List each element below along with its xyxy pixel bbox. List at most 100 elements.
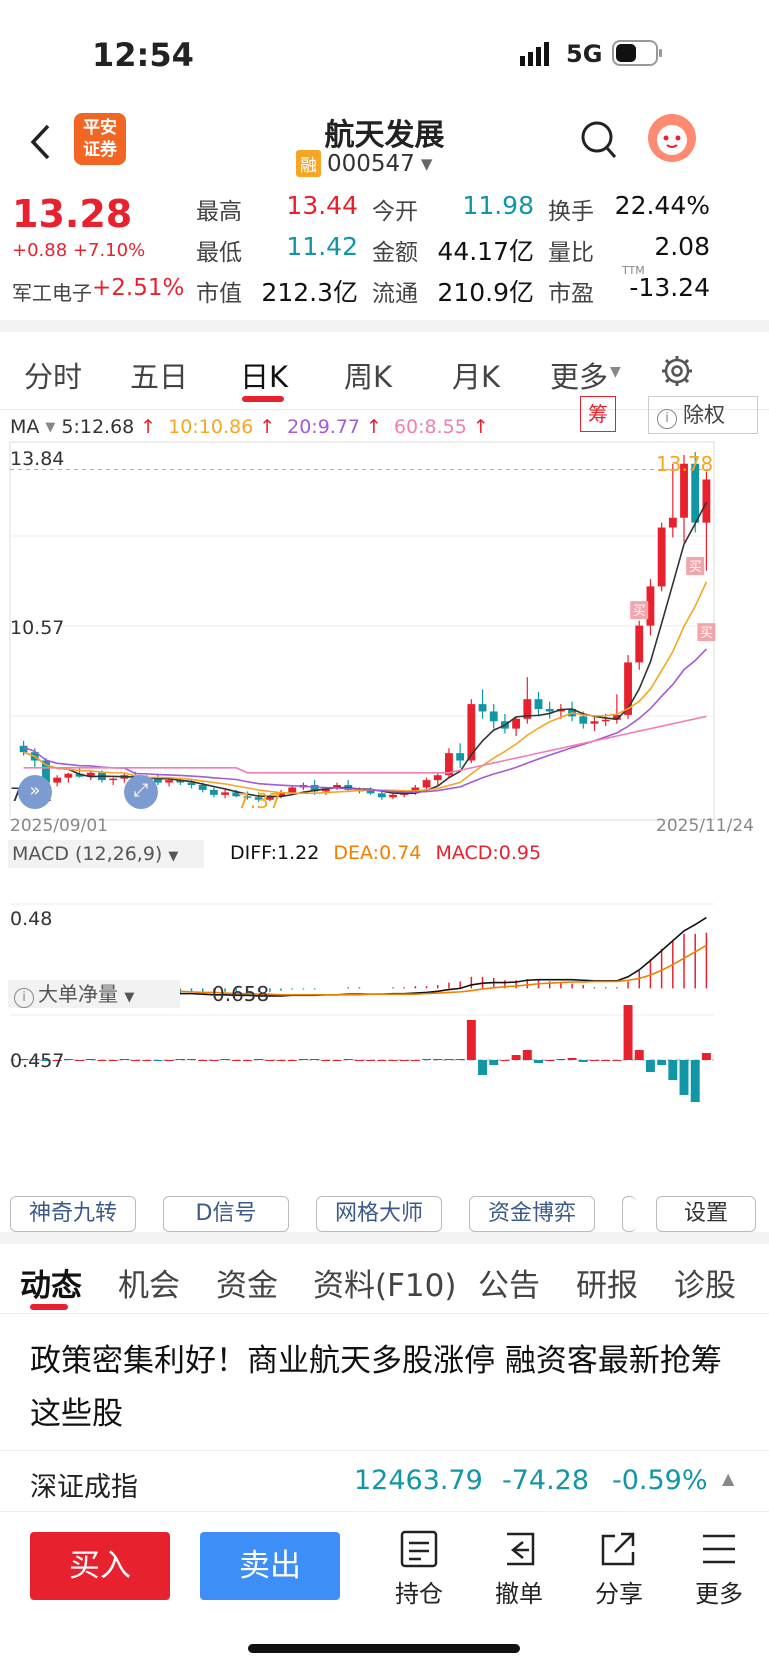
big-order-selector[interactable]: i 大单净量 ▼ xyxy=(8,980,180,1008)
tool-button-2[interactable]: 网格大师 xyxy=(316,1196,442,1232)
share-button[interactable]: 分享 xyxy=(574,1530,664,1609)
candle xyxy=(601,719,610,722)
chevron-up-icon[interactable]: ▲ xyxy=(722,1469,735,1488)
big-order-bar xyxy=(198,1060,208,1061)
undo-icon xyxy=(507,1532,535,1566)
news-tab-0[interactable]: 动态 xyxy=(20,1268,82,1304)
stock-code-selector[interactable]: 融 000547 ▼ xyxy=(296,150,432,177)
big-order-bar xyxy=(623,1005,633,1060)
candle xyxy=(209,789,218,795)
tool-button-partial[interactable] xyxy=(622,1196,636,1232)
chuquan-button[interactable]: i 除权 xyxy=(648,396,758,434)
positions-button[interactable]: 持仓 xyxy=(374,1530,464,1609)
expand-left-icon[interactable]: » xyxy=(18,775,52,809)
quote-field-label: 今开 xyxy=(372,199,418,225)
big-order-bar xyxy=(500,1060,510,1061)
big-order-bar xyxy=(433,1059,443,1060)
candle xyxy=(265,796,274,800)
big-order-bar xyxy=(175,1059,185,1060)
tab-1[interactable]: 五日 xyxy=(130,360,189,394)
big-order-bar xyxy=(578,1060,588,1062)
big-order-bar xyxy=(287,1060,297,1061)
tab-5[interactable]: 更多 xyxy=(550,360,609,394)
candle xyxy=(187,782,196,786)
quote-field-value: 212.3亿 xyxy=(261,278,358,307)
broker-logo[interactable]: 平安 证券 xyxy=(74,113,126,165)
macd-values: DIFF:1.22 DEA:0.74 MACD:0.95 xyxy=(230,842,542,864)
news-tab-3[interactable]: 资料(F10) xyxy=(313,1268,457,1304)
active-tab-indicator xyxy=(30,1304,68,1310)
big-order-bar xyxy=(242,1060,252,1061)
candle xyxy=(512,718,521,729)
ma60-line xyxy=(23,715,707,774)
ma20-value: 20:9.77 xyxy=(287,416,360,438)
kline-svg[interactable]: 买买买 xyxy=(0,440,769,1210)
sector-name[interactable]: 军工电子 xyxy=(12,281,92,305)
settings-icon[interactable] xyxy=(660,354,694,392)
fullscreen-icon[interactable]: ⤢ xyxy=(124,775,158,809)
big-order-bar xyxy=(220,1059,230,1060)
quote-field-value: 2.08 xyxy=(654,232,710,261)
share-icon xyxy=(601,1532,635,1566)
buy-tag-label: 买 xyxy=(633,604,646,619)
candle xyxy=(624,662,632,715)
y-axis-mid: 10.57 xyxy=(10,617,65,639)
news-tab-4[interactable]: 公告 xyxy=(478,1268,540,1304)
news-tab-6[interactable]: 诊股 xyxy=(674,1268,736,1304)
tab-3[interactable]: 周K xyxy=(344,360,393,394)
chou-button[interactable]: 筹 xyxy=(580,396,616,432)
tab-0[interactable]: 分时 xyxy=(24,360,83,394)
quote-field-label: 金额 xyxy=(372,240,418,266)
quote-field-value: 13.44 xyxy=(286,191,358,220)
y-axis-top: 13.84 xyxy=(10,448,65,470)
price-change: +0.88 +7.10% xyxy=(12,240,146,261)
network-label: 5G xyxy=(566,40,603,68)
news-tab-2[interactable]: 资金 xyxy=(216,1268,278,1304)
news-headline[interactable]: 政策密集利好！商业航天多股涨停 融资客最新抢筹这些股 xyxy=(30,1343,722,1432)
big-order-bar xyxy=(86,1059,96,1060)
quote-field-label: 最高 xyxy=(196,199,242,225)
assistant-avatar[interactable] xyxy=(648,114,696,162)
macd-selector[interactable]: MACD (12,26,9) ▼ xyxy=(8,840,204,868)
pe-ttm-label: TTM xyxy=(622,264,645,277)
candle xyxy=(243,796,252,798)
index-ticker[interactable]: 深证成指 12463.79 -74.28 -0.59% ▲ xyxy=(0,1450,769,1512)
signal-icon xyxy=(520,42,554,66)
quote-field-value: 210.9亿 xyxy=(437,278,534,307)
big-order-bar xyxy=(97,1060,107,1061)
big-order-bar xyxy=(41,1060,51,1061)
search-icon[interactable] xyxy=(580,120,618,164)
news-tab-1[interactable]: 机会 xyxy=(118,1268,180,1304)
quote-field-value: 44.17亿 xyxy=(437,237,534,266)
home-indicator xyxy=(248,1644,520,1653)
big-order-value: 0.658 xyxy=(212,982,270,1006)
candle xyxy=(254,797,263,800)
nav-bar: 平安 证券 航天发展 融 000547 ▼ xyxy=(0,110,769,192)
buy-button[interactable]: 买入 xyxy=(30,1532,170,1600)
candle xyxy=(523,699,532,719)
quote-field-value: 11.42 xyxy=(286,232,358,261)
tool-button-0[interactable]: 神奇九转 xyxy=(10,1196,136,1232)
candle xyxy=(75,773,84,777)
ma-label[interactable]: MA xyxy=(10,416,40,438)
candle xyxy=(64,773,73,778)
tab-4[interactable]: 月K xyxy=(452,360,501,394)
kline-frame xyxy=(9,441,715,821)
tool-button-1[interactable]: D信号 xyxy=(163,1196,289,1232)
tool-button-4[interactable]: 设置 xyxy=(656,1196,756,1232)
sell-button[interactable]: 卖出 xyxy=(200,1532,340,1600)
tool-button-3[interactable]: 资金博弈 xyxy=(469,1196,595,1232)
cancel-order-button[interactable]: 撤单 xyxy=(474,1530,564,1609)
buy-signal-tag: 买 xyxy=(630,601,649,620)
candle xyxy=(232,792,241,797)
big-order-bar xyxy=(567,1058,577,1060)
back-icon[interactable] xyxy=(28,122,52,166)
quote-field-label: 流通 xyxy=(372,281,418,307)
ma5-value: 5:12.68 xyxy=(61,416,135,438)
candle xyxy=(456,753,465,761)
news-tab-5[interactable]: 研报 xyxy=(576,1268,638,1304)
menu-icon xyxy=(703,1534,735,1564)
tab-2[interactable]: 日K xyxy=(240,360,289,394)
candle xyxy=(86,772,95,777)
more-button[interactable]: 更多 xyxy=(674,1530,764,1609)
